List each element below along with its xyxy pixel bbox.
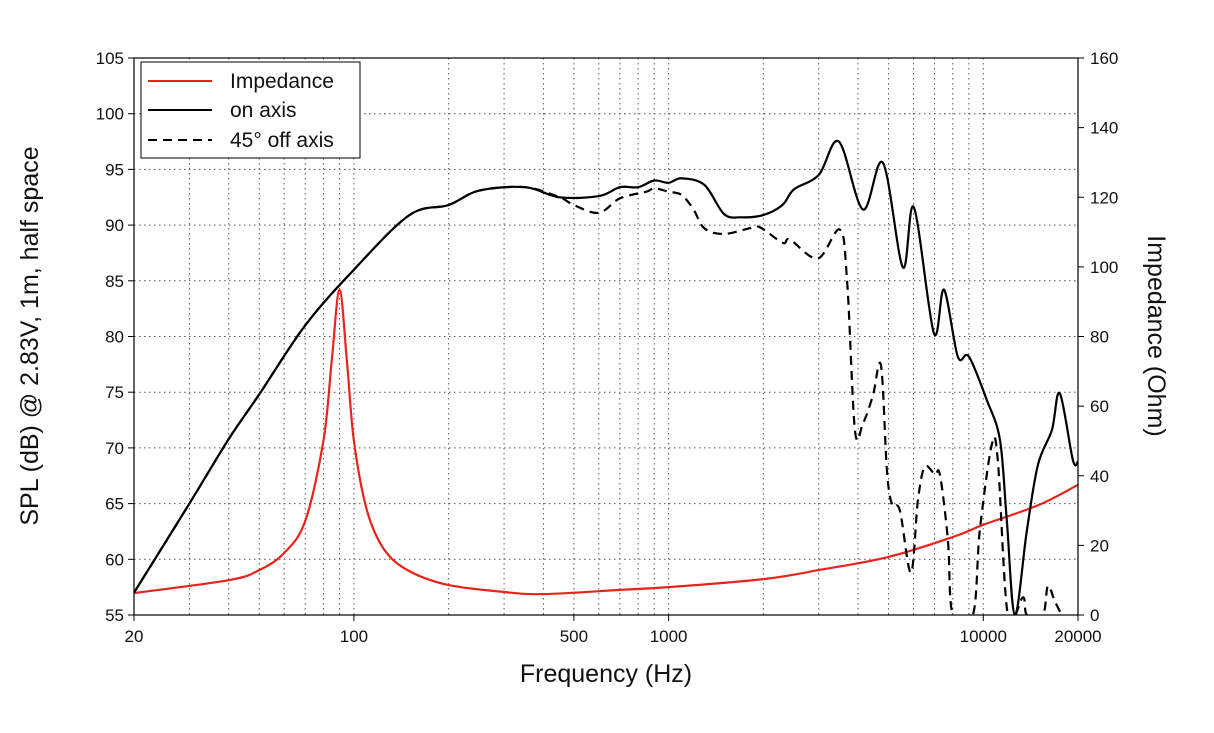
y2-tick-label: 80	[1090, 328, 1109, 347]
y2-tick-label: 140	[1090, 119, 1118, 138]
y2-tick-label: 40	[1090, 467, 1109, 486]
y-tick-label: 90	[105, 216, 124, 235]
x-tick-label: 10000	[960, 627, 1007, 646]
legend-label-impedance: Impedance	[230, 70, 334, 93]
y2-tick-label: 100	[1090, 258, 1118, 277]
legend-label-off-axis: 45° off axis	[230, 129, 334, 152]
on-axis-curve	[134, 139, 1078, 615]
y-tick-label: 65	[105, 495, 124, 514]
off-axis-curve	[134, 185, 1063, 615]
y2-tick-label: 120	[1090, 188, 1118, 207]
impedance-curve	[134, 288, 1078, 596]
x-tick-label: 100	[340, 627, 368, 646]
y2-tick-label: 160	[1090, 49, 1118, 68]
y2-axis-title: Impedance (Ohm)	[1142, 235, 1170, 436]
y2-tick-label: 0	[1090, 606, 1099, 625]
y-tick-label: 80	[105, 328, 124, 347]
y-tick-label: 60	[105, 550, 124, 569]
y-tick-label: 95	[105, 160, 124, 179]
x-tick-label: 1000	[650, 627, 688, 646]
legend-label-on-axis: on axis	[230, 99, 297, 122]
y-tick-label: 55	[105, 606, 124, 625]
x-tick-label: 500	[560, 627, 588, 646]
y-tick-label: 100	[96, 105, 124, 124]
y-axis-title: SPL (dB) @ 2.83V, 1m, half space	[16, 146, 44, 525]
ticks: 55 60 65 70 75 80 85 90 95 100 105 0 20 40 60 80 100 120 1…	[96, 49, 1119, 646]
y-tick-label: 105	[96, 49, 124, 68]
legend: Impedance on axis 45° off axis	[140, 61, 361, 159]
x-tick-label: 20000	[1054, 627, 1101, 646]
y-tick-label: 70	[105, 439, 124, 458]
y-tick-label: 75	[105, 383, 124, 402]
x-axis-title: Frequency (Hz)	[520, 660, 692, 688]
curves	[134, 139, 1078, 615]
x-tick-label: 20	[125, 627, 144, 646]
y2-tick-label: 60	[1090, 397, 1109, 416]
y2-tick-label: 20	[1090, 536, 1109, 555]
y-tick-label: 85	[105, 272, 124, 291]
